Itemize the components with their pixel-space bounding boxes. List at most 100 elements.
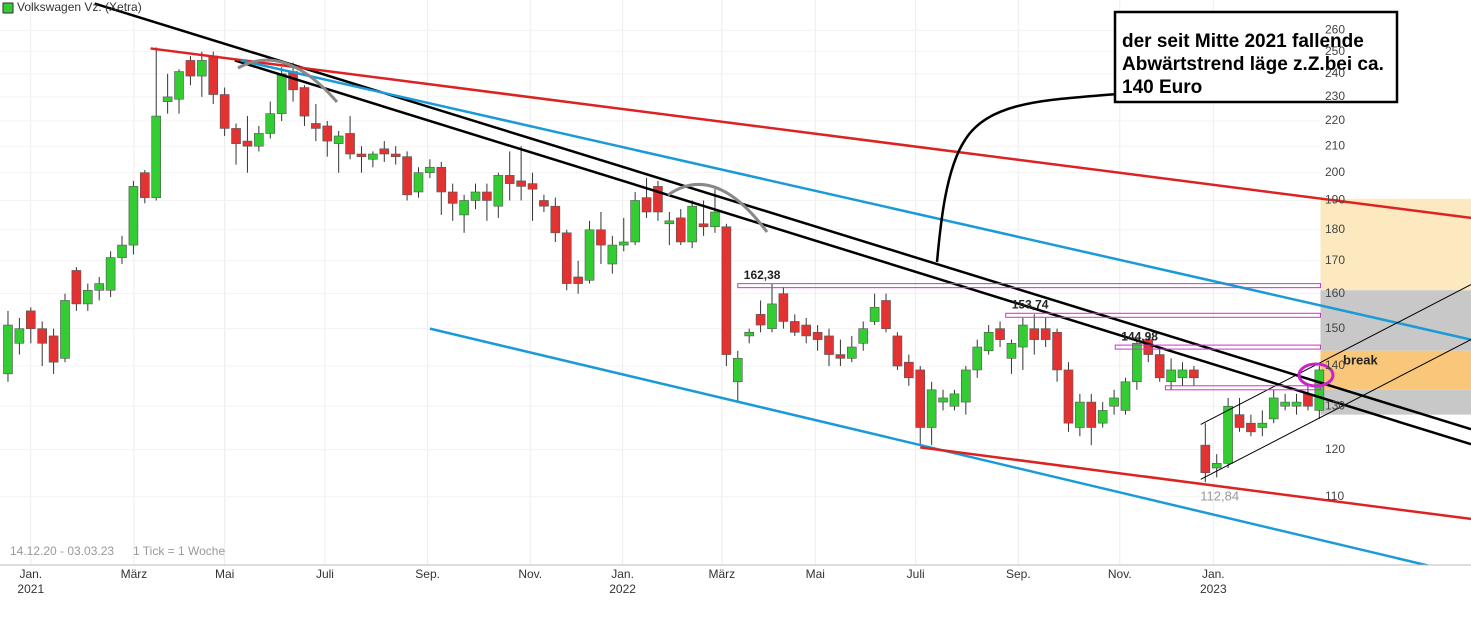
candle-body xyxy=(824,335,834,355)
candle-body xyxy=(185,60,196,77)
candle-body xyxy=(1257,422,1268,428)
level-label: 144,98 xyxy=(1121,329,1158,343)
trendline xyxy=(150,47,1471,220)
candle-body xyxy=(847,346,857,359)
candle-body xyxy=(710,211,720,228)
candle-body xyxy=(219,94,230,129)
trendline xyxy=(1200,284,1471,425)
x-tick-label: Jan. xyxy=(19,567,42,581)
zone xyxy=(1320,198,1471,291)
candle-body xyxy=(1097,410,1108,424)
y-tick-label: 230 xyxy=(1325,89,1345,103)
x-tick-label: Mai xyxy=(806,567,825,581)
candle-body xyxy=(561,232,572,284)
candle-body xyxy=(37,328,47,344)
candle-body xyxy=(356,153,367,157)
x-tick-label: Jan. xyxy=(1202,567,1225,581)
candle-body xyxy=(664,220,675,225)
y-tick-label: 120 xyxy=(1325,442,1345,456)
candle-body xyxy=(1006,342,1017,359)
candle-body xyxy=(504,175,515,184)
candle-body xyxy=(995,328,1005,340)
candle-body xyxy=(174,71,184,100)
candle-body xyxy=(1291,401,1302,407)
candle-body xyxy=(1040,328,1051,340)
zone xyxy=(1320,389,1471,415)
candle-body xyxy=(1075,401,1085,428)
candle-body xyxy=(641,197,652,213)
candle-body xyxy=(972,346,983,371)
candle-body xyxy=(961,369,971,403)
candle-body xyxy=(801,324,811,337)
candle-body xyxy=(345,133,355,155)
candle-body xyxy=(789,321,800,333)
candle-body xyxy=(14,328,25,344)
candle-body xyxy=(265,113,276,134)
candle-body xyxy=(938,397,948,403)
x-tick-label: März xyxy=(708,567,735,581)
legend-swatch xyxy=(2,2,14,14)
candle-body xyxy=(1177,369,1188,379)
candle-body xyxy=(1132,342,1142,383)
level-band xyxy=(1114,344,1321,350)
x-tick-label: Sep. xyxy=(1006,567,1031,581)
x-tick-label: Nov. xyxy=(518,567,542,581)
y-tick-label: 180 xyxy=(1325,222,1345,236)
candle-body xyxy=(1086,401,1097,428)
candle-body xyxy=(151,115,162,198)
trendline xyxy=(920,446,1471,521)
footer-tick: 1 Tick = 1 Woche xyxy=(133,544,225,558)
y-tick-label: 140 xyxy=(1325,358,1345,372)
level-label: 162,38 xyxy=(744,268,781,282)
candle-body xyxy=(675,217,686,243)
candle-body xyxy=(333,135,344,144)
candle-body xyxy=(1109,397,1119,407)
y-tick-label: 260 xyxy=(1325,23,1345,37)
grid xyxy=(0,0,1321,565)
candle-body xyxy=(105,257,116,291)
x-year-label: 2022 xyxy=(609,582,636,596)
candle-body xyxy=(1246,422,1256,433)
candle-body xyxy=(1268,397,1279,420)
candle-body xyxy=(94,283,105,291)
candle-body xyxy=(550,205,561,234)
y-tick-label: 170 xyxy=(1325,253,1345,267)
candle-body xyxy=(447,191,458,204)
candle-body xyxy=(162,96,173,102)
candle-body xyxy=(231,128,241,144)
candle-body xyxy=(242,140,253,147)
level-band xyxy=(1005,312,1321,318)
zone xyxy=(1320,350,1471,390)
candle-body xyxy=(83,289,93,305)
candle-body xyxy=(1154,354,1165,379)
candle-body xyxy=(3,324,13,375)
candle-body xyxy=(1120,381,1131,411)
trendline xyxy=(94,2,1471,431)
candle-body xyxy=(755,314,766,326)
candle-body xyxy=(1234,414,1245,428)
candle-body xyxy=(299,87,310,117)
candle-body xyxy=(858,328,869,344)
candle-body xyxy=(926,389,937,428)
arc xyxy=(237,58,339,103)
candle-body xyxy=(470,191,481,201)
annotation-line: 140 Euro xyxy=(1122,77,1202,98)
y-tick-label: 190 xyxy=(1325,193,1345,207)
candle-body xyxy=(128,186,139,246)
level-band xyxy=(737,283,1321,289)
candle-body xyxy=(698,223,709,228)
arrow xyxy=(935,92,1118,263)
candle-body xyxy=(881,300,891,329)
candle-body xyxy=(1211,463,1222,469)
candle-body xyxy=(208,55,219,95)
candle-body xyxy=(482,191,492,201)
candle-body xyxy=(436,166,447,193)
candle-body xyxy=(368,153,378,160)
trendline xyxy=(234,59,1471,446)
candle-body xyxy=(1052,331,1062,371)
y-tick-label: 200 xyxy=(1325,165,1345,179)
candle-body xyxy=(1280,401,1290,407)
y-tick-label: 130 xyxy=(1325,398,1345,412)
candle-body xyxy=(596,229,606,246)
low-label: 112,84 xyxy=(1200,488,1239,503)
